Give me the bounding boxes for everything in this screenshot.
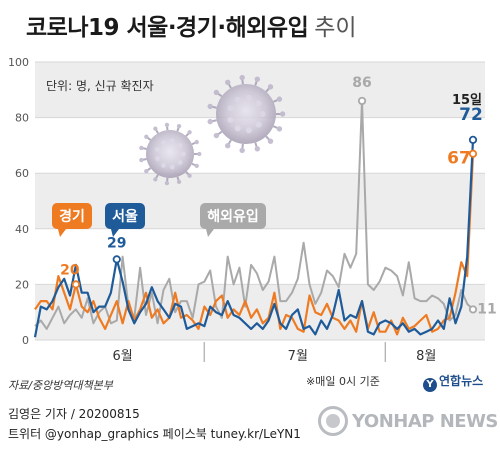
yonhap-wordmark: YONHAP NEWS [318, 406, 498, 440]
data-label: 20 [60, 262, 80, 278]
peak-marker [468, 135, 478, 144]
peak-marker [357, 96, 367, 106]
title-block: 코로나19 서울·경기·해외유입 추이 [26, 8, 357, 48]
x-month-label: 6월 [112, 349, 132, 364]
unit-note: 단위: 명, 신규 확진자 [46, 79, 154, 93]
series-callout-seoul: 서울 [105, 203, 145, 237]
virus-small [139, 122, 202, 186]
line-chart: 0 20 40 60 80 100 6월 7월 8월 29 72 20 67 86 11 15일 경기 서울… [8, 56, 497, 364]
y-tick-label: 60 [15, 167, 29, 180]
y-axis: 0 20 40 60 80 100 [8, 56, 29, 347]
yonhap-logo-icon: Y [423, 378, 437, 392]
chart-bands [35, 62, 485, 340]
series-callout-label: 경기 [59, 208, 85, 225]
virus-illustrations [139, 74, 286, 186]
x-month-label: 8월 [416, 349, 436, 364]
peak-marker [71, 280, 80, 289]
social-links: 트위터 @yonhap_graphics 페이스북 tuney.kr/LeYN1 [8, 427, 301, 441]
peak-marker [112, 255, 121, 264]
globe-icon [318, 406, 348, 436]
data-label: 67 [447, 149, 471, 169]
peak-marker [468, 149, 478, 158]
series-callout-label: 서울 [112, 208, 138, 225]
series-callout-overseas: 해외유입 [200, 203, 266, 237]
source-note: 자료/중앙방역대책본부 [8, 379, 113, 392]
page-subtitle: 추이 [314, 15, 357, 41]
series-lines [33, 99, 475, 338]
data-label: 86 [352, 75, 371, 91]
yonhap-logo-small: Y 연합뉴스 [423, 372, 483, 392]
y-tick-label: 40 [15, 223, 29, 236]
virus-large [207, 74, 286, 154]
series-callout-label: 해외유입 [207, 208, 259, 225]
data-label: 29 [107, 235, 126, 251]
wordmark-text: YONHAP NEWS [352, 410, 498, 432]
data-label: 11 [477, 301, 496, 317]
last-date-label: 15일 [452, 93, 482, 108]
series-line-seoul [33, 139, 475, 338]
series-callouts: 경기 서울 해외유입 [52, 203, 266, 237]
peak-marker [468, 305, 478, 314]
yonhap-logo-text: 연합뉴스 [439, 374, 484, 388]
author-line: 김영은 기자 / 20200815 [8, 407, 140, 421]
y-tick-label: 20 [15, 278, 29, 291]
x-month-label: 7월 [288, 349, 308, 364]
page-title: 코로나19 서울·경기·해외유입 [26, 15, 309, 41]
peak-markers: 29 72 20 67 86 11 15일 [60, 75, 497, 318]
y-tick-label: 80 [15, 112, 29, 125]
series-line-overseas [34, 99, 474, 330]
series-callout-gyeonggi: 경기 [52, 203, 92, 237]
y-tick-label: 0 [22, 334, 29, 347]
x-axis: 6월 7월 8월 [112, 342, 436, 364]
time-basis-note: ※매일 0시 기준 [306, 375, 380, 388]
y-tick-label: 100 [8, 56, 29, 69]
data-label: 72 [459, 105, 483, 125]
